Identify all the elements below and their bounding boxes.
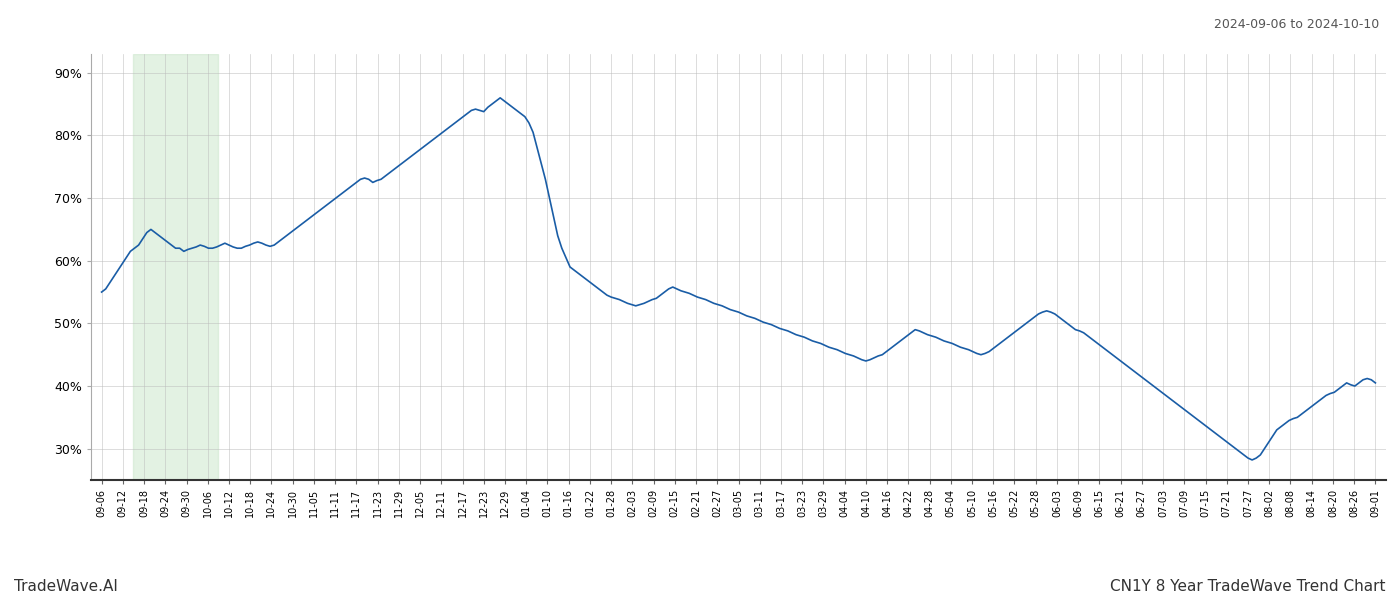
Text: CN1Y 8 Year TradeWave Trend Chart: CN1Y 8 Year TradeWave Trend Chart	[1110, 579, 1386, 594]
Text: 2024-09-06 to 2024-10-10: 2024-09-06 to 2024-10-10	[1214, 18, 1379, 31]
Text: TradeWave.AI: TradeWave.AI	[14, 579, 118, 594]
Bar	[133, 54, 218, 480]
